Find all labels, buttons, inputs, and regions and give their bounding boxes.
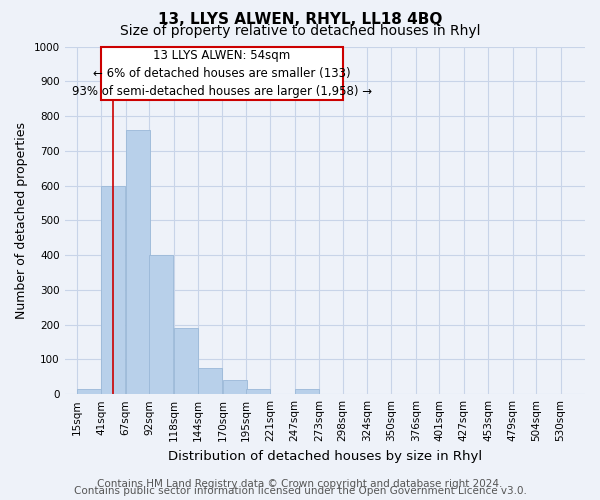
Bar (198, 368, 222, 394)
Bar (174, 328, 198, 394)
Text: 13 LLYS ALWEN: 54sqm
← 6% of detached houses are smaller (133)
93% of semi-detac: 13 LLYS ALWEN: 54sqm ← 6% of detached ho… (72, 49, 372, 98)
Text: Size of property relative to detached houses in Rhyl: Size of property relative to detached ho… (120, 24, 480, 38)
Bar (246, 389, 270, 394)
Bar (101, 186, 125, 394)
X-axis label: Distribution of detached houses by size in Rhyl: Distribution of detached houses by size … (168, 450, 482, 462)
Bar (295, 389, 319, 394)
Text: Contains HM Land Registry data © Crown copyright and database right 2024.: Contains HM Land Registry data © Crown c… (97, 479, 503, 489)
Bar (223, 380, 247, 394)
Text: 13, LLYS ALWEN, RHYL, LL18 4BQ: 13, LLYS ALWEN, RHYL, LL18 4BQ (158, 12, 442, 28)
Text: Contains public sector information licensed under the Open Government Licence v3: Contains public sector information licen… (74, 486, 526, 496)
Y-axis label: Number of detached properties: Number of detached properties (15, 122, 28, 319)
Bar (149, 255, 173, 394)
Bar (126, 130, 150, 394)
FancyBboxPatch shape (101, 46, 343, 100)
Bar (77, 389, 101, 394)
